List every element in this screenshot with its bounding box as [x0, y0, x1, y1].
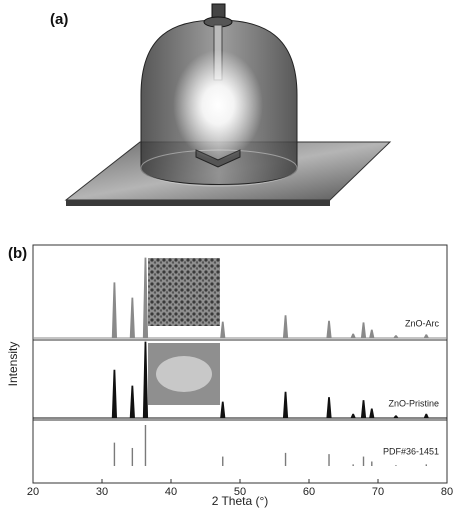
peak — [326, 320, 332, 339]
peak — [360, 400, 367, 419]
peak — [142, 341, 149, 419]
peak — [326, 397, 332, 419]
peak — [369, 329, 375, 339]
peak — [142, 257, 149, 339]
peak — [129, 297, 135, 339]
y-axis-label: Intensity — [6, 342, 20, 387]
illustration — [64, 3, 392, 206]
peak — [350, 413, 356, 419]
arc-glow — [173, 50, 263, 160]
peak — [129, 385, 135, 419]
x-tick-label: 60 — [303, 486, 315, 498]
peak — [282, 391, 289, 419]
peak — [393, 335, 399, 339]
peak — [220, 321, 226, 339]
x-tick-label: 70 — [372, 486, 384, 498]
peak — [350, 333, 356, 339]
inset-photo — [148, 258, 220, 326]
peak — [369, 408, 375, 419]
peak — [220, 401, 226, 419]
peak — [360, 322, 367, 339]
inset-powder — [156, 356, 212, 392]
panel-label: (a) — [50, 11, 68, 28]
peak — [282, 315, 289, 339]
peak — [111, 369, 118, 419]
series-label: PDF#36-1451 — [383, 446, 439, 456]
panel-label: (b) — [8, 245, 27, 262]
x-axis-label: 2 Theta (°) — [212, 494, 269, 508]
x-tick-label: 30 — [96, 486, 108, 498]
x-tick-label: 20 — [27, 486, 39, 498]
peak — [393, 415, 399, 419]
x-tick-label: 40 — [165, 486, 177, 498]
peak — [111, 282, 118, 339]
series-label: ZnO-Pristine — [388, 398, 439, 408]
x-tick-label: 50 — [234, 486, 246, 498]
x-tick-label: 80 — [441, 486, 453, 498]
peak — [423, 334, 429, 339]
peak — [423, 413, 429, 419]
plate-edge — [66, 200, 330, 206]
series-label: ZnO-Arc — [405, 318, 440, 328]
